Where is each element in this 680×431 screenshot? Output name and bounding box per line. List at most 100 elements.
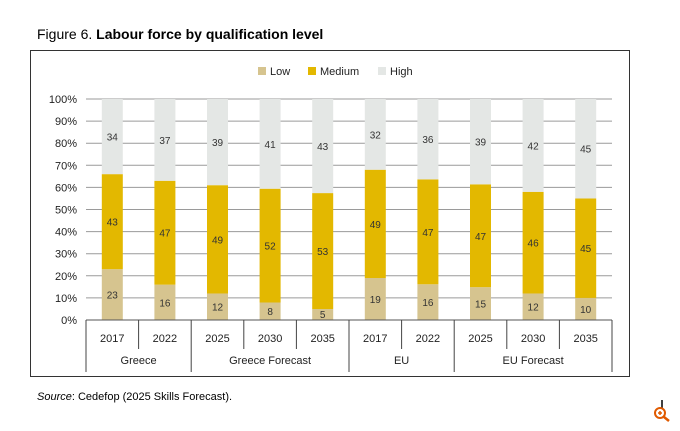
data-label: 34 [107,133,119,144]
data-label: 52 [265,242,277,253]
bar-segment-low [470,287,491,320]
data-label: 46 [528,239,540,250]
bar-segment-high [101,99,123,175]
bar-segment-medium [470,184,491,288]
bar-segment-high [522,99,544,192]
data-label: 45 [580,145,592,156]
x-tick-label: 2035 [573,333,597,345]
data-label: 8 [267,307,273,318]
data-label: 5 [320,310,326,321]
legend-label-low: Low [270,66,290,78]
bar-segment-high [154,99,176,181]
data-label: 39 [475,138,487,149]
source-text: : Cedefop (2025 Skills Forecast). [71,391,233,403]
data-label: 43 [107,218,119,229]
data-label: 39 [212,138,224,149]
bar-segment-high [470,99,491,185]
x-tick-label: 2030 [521,333,545,345]
bar-segment-high [259,99,281,189]
source-note: Source: Cedefop (2025 Skills Forecast). [37,391,232,403]
data-label: 23 [107,291,119,302]
y-tick-label: 30% [55,249,77,261]
chart-frame [30,50,630,377]
bar-segment-low [154,284,176,320]
bar-segment-medium [575,198,597,298]
bar-segment-high [312,99,334,194]
y-tick-label: 40% [55,227,77,239]
legend-swatch-low [258,67,266,75]
bar-segment-high [364,99,386,170]
bar-segment-low [312,309,334,320]
bar-segment-medium [207,185,228,294]
x-tick-label: 2025 [468,333,492,345]
group-label: Greece Forecast [229,355,311,367]
bar-segment-medium [312,193,334,310]
data-label: 16 [159,298,171,309]
bar-segment-low [417,284,439,320]
y-tick-label: 100% [49,94,77,106]
bar-segment-high [417,99,439,180]
legend-label-medium: Medium [320,66,359,78]
y-tick-label: 20% [55,271,77,283]
data-label: 32 [370,130,382,141]
y-tick-label: 0% [61,315,77,327]
bar-segment-low [207,293,228,320]
data-label: 53 [317,247,329,258]
data-label: 19 [370,295,382,306]
figure-title: Figure 6. Labour force by qualification … [37,26,323,42]
figure-number: Figure 6. [37,26,93,42]
data-label: 47 [159,229,171,240]
y-tick-label: 80% [55,138,77,150]
legend-swatch-medium [308,67,316,75]
bar-segment-low [259,302,281,320]
data-label: 45 [580,244,592,255]
x-tick-label: 2017 [100,333,124,345]
data-label: 36 [422,135,434,146]
data-label: 12 [212,303,224,314]
y-tick-label: 10% [55,293,77,305]
legend-swatch-high [378,67,386,75]
bar-segment-high [575,99,597,199]
bar-segment-low [364,278,386,320]
bar-segment-medium [364,169,386,279]
bar-segment-high [207,99,228,186]
data-label: 10 [580,305,592,316]
bar-segment-low [522,293,544,320]
data-label: 43 [317,142,329,153]
data-label: 47 [475,232,487,243]
bar-segment-low [101,269,123,320]
x-tick-label: 2025 [205,333,229,345]
y-tick-label: 70% [55,160,77,172]
group-label: EU Forecast [503,355,564,367]
y-tick-label: 60% [55,182,77,194]
data-label: 41 [265,140,277,151]
x-tick-label: 2035 [310,333,334,345]
data-label: 16 [422,298,434,309]
x-tick-label: 2030 [258,333,282,345]
bar-segment-medium [259,188,281,303]
bar-segment-medium [101,174,123,270]
data-label: 47 [422,228,434,239]
data-label: 12 [528,303,540,314]
legend-label-high: High [390,66,413,78]
data-label: 49 [370,220,382,231]
data-label: 15 [475,300,487,311]
bar-segment-medium [154,180,176,285]
bar-segment-medium [522,191,544,294]
x-tick-label: 2022 [416,333,440,345]
source-label: Source [37,391,72,403]
y-tick-label: 50% [55,205,77,217]
zoom-in-icon[interactable] [650,400,672,422]
bar-segment-medium [417,179,439,285]
group-label: EU [394,355,409,367]
data-label: 49 [212,235,224,246]
x-tick-label: 2022 [153,333,177,345]
data-label: 42 [528,141,540,152]
bar-segment-low [575,297,597,320]
x-tick-label: 2017 [363,333,387,345]
data-label: 37 [159,136,171,147]
group-label: Greece [121,355,157,367]
y-tick-label: 90% [55,116,77,128]
figure-title-text: Labour force by qualification level [96,26,324,42]
